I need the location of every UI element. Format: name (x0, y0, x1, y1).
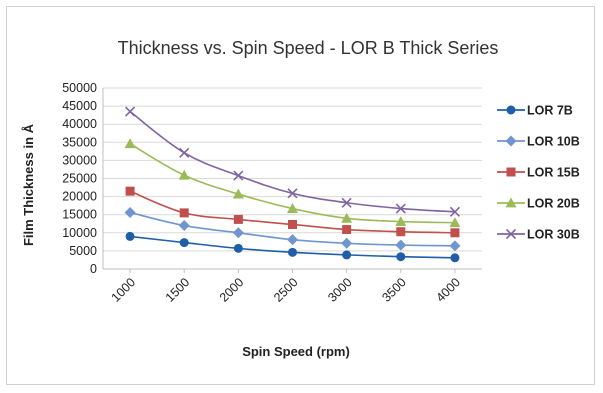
y-tick-label: 45000 (62, 99, 97, 113)
data-point (288, 219, 297, 229)
data-point (287, 188, 298, 199)
legend-label: LOR 20B (527, 197, 580, 211)
legend-item: LOR 30B (497, 228, 580, 242)
data-point (179, 238, 189, 248)
x-tick-label: 2500 (271, 275, 301, 305)
data-point (233, 170, 244, 181)
series-lor-30b (125, 106, 460, 217)
data-point (125, 106, 136, 117)
data-point (179, 208, 189, 218)
y-tick-label: 40000 (62, 117, 97, 131)
legend-item: LOR 15B (497, 166, 580, 180)
y-tick-label: 35000 (62, 135, 97, 149)
data-point (450, 228, 460, 238)
gridlines (103, 87, 482, 252)
series-lor-7b (125, 231, 460, 263)
y-axis-ticks: 0 5000 10000 15000 20000 25000 30000 35000 40000… (62, 81, 97, 276)
data-point (341, 237, 353, 249)
x-tick-label: 2000 (217, 275, 247, 305)
legend-item: LOR 10B (497, 135, 580, 149)
data-point (233, 243, 243, 253)
y-tick-label: 20000 (62, 190, 97, 204)
legend-marker (505, 135, 517, 147)
legend-label: LOR 15B (527, 166, 580, 180)
x-tick-label: 1000 (109, 275, 139, 305)
data-point (341, 212, 353, 223)
y-tick-label: 50000 (62, 81, 97, 95)
y-axis-title: Film Thickness in Å (21, 123, 36, 246)
legend-item: LOR 20B (497, 197, 580, 211)
y-tick-label: 0 (90, 262, 97, 276)
legend-label: LOR 7B (527, 104, 573, 118)
y-tick-label: 10000 (62, 226, 97, 240)
data-point (233, 214, 243, 224)
data-point (395, 203, 406, 214)
series-lor-20b (124, 138, 461, 228)
data-point (125, 186, 135, 196)
legend-item: LOR 7B (497, 104, 573, 118)
data-point (342, 225, 352, 235)
data-point (395, 216, 407, 226)
data-point (395, 239, 407, 251)
data-point (396, 227, 406, 237)
y-tick-label: 25000 (62, 172, 97, 186)
data-point (124, 138, 136, 149)
data-point (342, 250, 352, 260)
data-point (396, 252, 406, 262)
data-point (450, 253, 460, 263)
data-point (341, 197, 352, 208)
data-point (449, 206, 460, 217)
data-point (287, 203, 298, 213)
series-lor-10b (124, 207, 461, 252)
x-tick-label: 1500 (163, 275, 193, 305)
y-tick-label: 30000 (62, 153, 97, 167)
legend-label: LOR 10B (527, 135, 580, 149)
data-point (178, 220, 190, 232)
legend-marker (506, 105, 516, 115)
data-point (125, 231, 135, 241)
data-point (232, 188, 244, 199)
y-tick-label: 5000 (69, 244, 97, 258)
x-tick-label: 3500 (379, 275, 409, 305)
series-lor-15b (125, 186, 460, 238)
x-axis-title: Spin Speed (rpm) (242, 344, 350, 359)
data-point (287, 234, 298, 246)
data-point (124, 207, 136, 219)
data-point (179, 147, 190, 158)
x-tick-label: 3000 (325, 275, 355, 305)
chart-title: Thickness vs. Spin Speed - LOR B Thick S… (118, 38, 499, 58)
data-point (178, 169, 190, 180)
x-axis-ticks: 1000 1500 2000 2500 3000 3500 4000 (109, 269, 463, 305)
x-tick-label: 4000 (433, 275, 463, 305)
data-point (232, 227, 244, 239)
legend-marker (505, 197, 517, 208)
data-point (288, 247, 297, 257)
data-point (449, 217, 461, 228)
y-tick-label: 15000 (62, 208, 97, 222)
legend-marker (506, 167, 516, 177)
legend-label: LOR 30B (527, 228, 580, 242)
legend-marker (505, 228, 517, 240)
series-group (124, 106, 461, 263)
data-point (449, 240, 461, 252)
legend: LOR 7B LOR 10B LOR 15B LOR 20B LOR 30B (497, 104, 580, 242)
